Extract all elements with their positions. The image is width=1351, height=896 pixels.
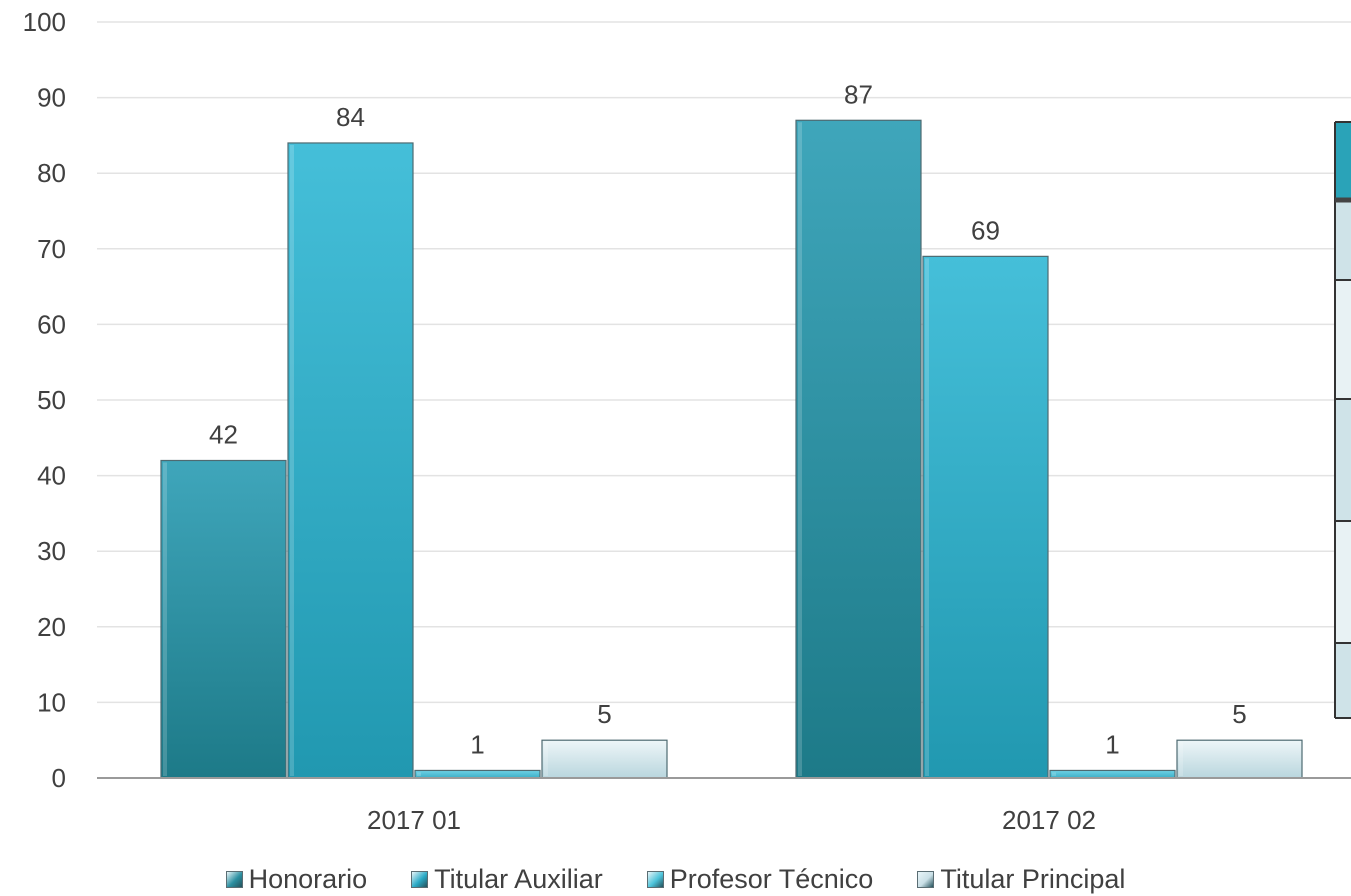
bar-titular-principal-2 [1176, 739, 1303, 779]
data-label: 84 [336, 102, 365, 132]
data-label: 69 [971, 215, 1000, 245]
legend-item: Honorario [225, 863, 368, 895]
bar-titular-principal-1 [541, 739, 668, 779]
bar-profesor-t-cnico-1 [414, 769, 541, 779]
y-tick-label: 20 [37, 612, 66, 642]
legend-label: Honorario [248, 863, 368, 894]
data-labels: 42 84 1 5 87 69 1 5 [209, 79, 1247, 759]
data-label: 1 [1105, 729, 1119, 759]
data-label: 5 [1232, 699, 1246, 729]
table-cell [1335, 643, 1351, 718]
bar-profesor-t-cnico-2 [1049, 769, 1176, 779]
x-category-label: 2017 02 [1002, 805, 1096, 835]
legend-label: Titular Principal [940, 863, 1126, 894]
bar-honorario-1 [160, 459, 287, 779]
y-tick-label: 100 [23, 7, 66, 37]
bar-titular-auxiliar-2 [922, 255, 1049, 779]
bar-chart: 0 10 20 30 40 50 60 70 80 90 100 42 84 1 5 87 69 1 5 2017… [23, 7, 1351, 835]
y-axis-ticks: 0 10 20 30 40 50 60 70 80 90 100 [23, 7, 66, 793]
bar-bevel [1052, 772, 1056, 776]
legend-item: Profesor Técnico [646, 863, 874, 895]
y-tick-label: 90 [37, 83, 66, 113]
data-label: 42 [209, 419, 238, 449]
y-tick-label: 30 [37, 536, 66, 566]
y-tick-label: 60 [37, 309, 66, 339]
y-tick-label: 40 [37, 461, 66, 491]
y-tick-label: 10 [37, 687, 66, 717]
x-category-label: 2017 01 [367, 805, 461, 835]
bar-bevel [417, 772, 421, 776]
table-header-cell [1335, 122, 1351, 198]
bar-bevel [1179, 742, 1183, 776]
table-cell [1335, 198, 1351, 280]
table-cell [1335, 399, 1351, 521]
data-label: 5 [597, 699, 611, 729]
bar-titular-auxiliar-1 [287, 142, 414, 779]
legend-label: Profesor Técnico [669, 863, 874, 894]
data-table-fragment [1334, 121, 1351, 719]
legend-swatch [411, 870, 429, 888]
bar-honorario-2 [795, 119, 922, 779]
legend-label: Titular Auxiliar [434, 863, 603, 894]
bar-bevel [798, 122, 802, 776]
data-label: 87 [844, 79, 873, 109]
y-tick-label: 80 [37, 158, 66, 188]
y-tick-label: 50 [37, 385, 66, 415]
table-cell [1335, 280, 1351, 399]
y-tick-label: 70 [37, 234, 66, 264]
x-axis-categories: 2017 01 2017 02 [367, 805, 1096, 835]
bar-bevel [925, 258, 929, 776]
legend-item: Titular Auxiliar [411, 864, 603, 895]
data-label: 1 [470, 729, 484, 759]
bars [160, 119, 1303, 779]
table-cell [1335, 521, 1351, 643]
y-tick-label: 0 [52, 763, 66, 793]
bar-bevel [290, 144, 294, 776]
legend-swatch [646, 870, 664, 888]
legend-item: Titular Principal [917, 864, 1125, 895]
legend-swatch [225, 870, 243, 888]
legend-swatch [917, 870, 935, 888]
legend: Honorario Titular Auxiliar Profesor Técnic… [0, 862, 1351, 896]
bar-bevel [544, 742, 548, 776]
bar-bevel [163, 462, 167, 776]
